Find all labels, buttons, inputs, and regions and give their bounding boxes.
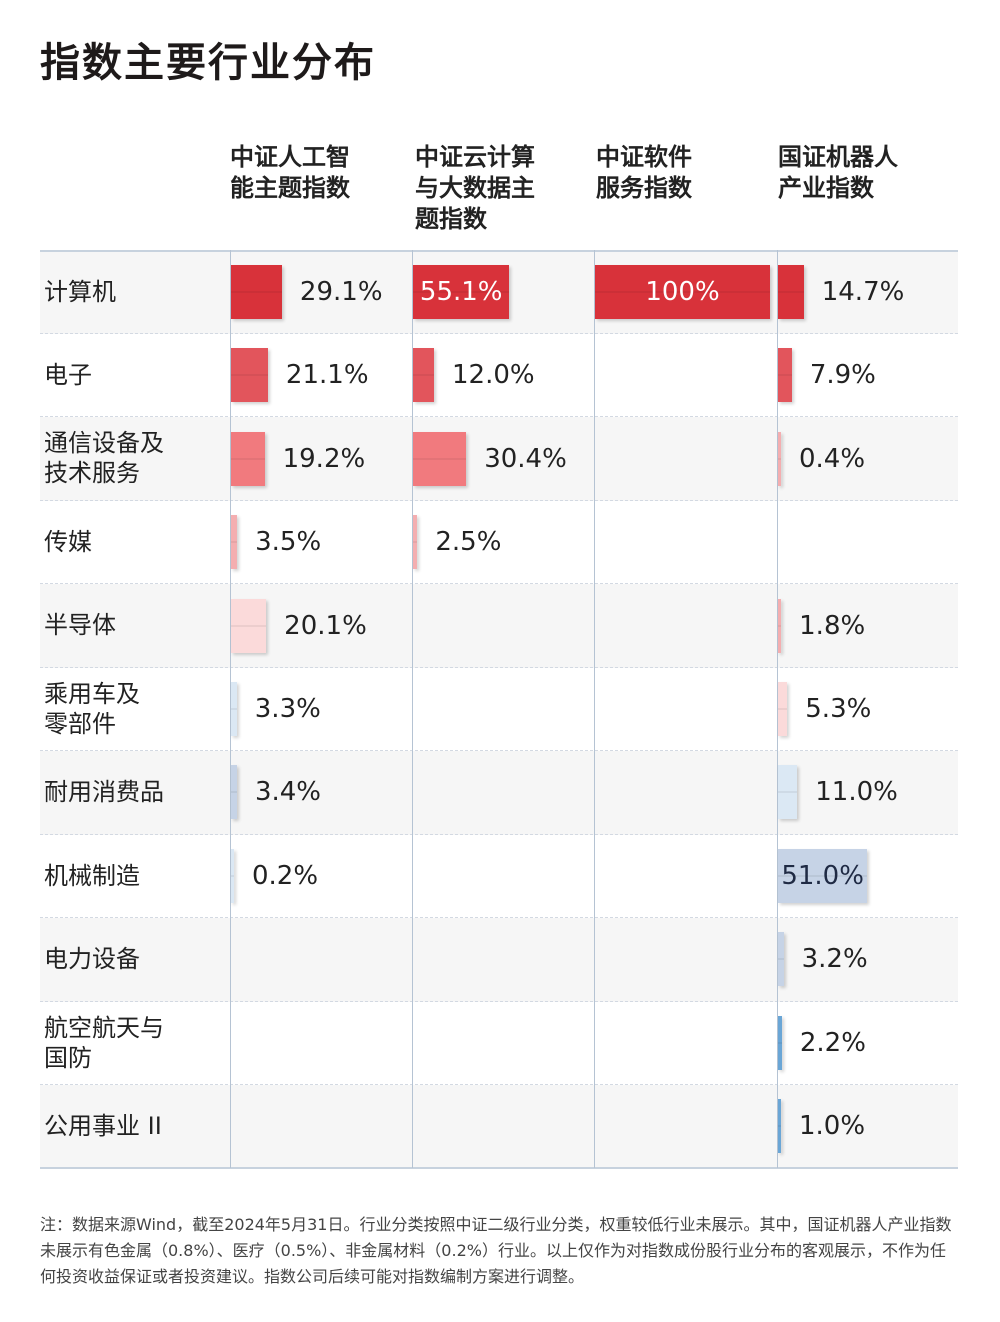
- row-label-line: 国防: [44, 1043, 92, 1072]
- value-label-robot-electronics: 7.9%: [809, 360, 876, 391]
- bar-cloud-computer: [413, 264, 510, 319]
- table-row-power-equipment: 电力设备: [40, 917, 958, 1002]
- bar-ai-electronics: [231, 348, 268, 403]
- bar-cloud-electronics: [413, 348, 434, 403]
- bar-robot-aerospace: [778, 1015, 782, 1070]
- column-header-ai: 中证人工智 能主题指数: [230, 142, 405, 204]
- row-label-line: 电子: [44, 360, 92, 389]
- table-top-rule: [40, 250, 958, 252]
- column-header-line: 题指数: [415, 205, 487, 233]
- column-header-line: 能主题指数: [230, 174, 350, 202]
- value-label-software-computer: 100%: [645, 276, 720, 307]
- footnote: 注：数据来源Wind，截至2024年5月31日。行业分类按照中证二级行业分类，权…: [40, 1215, 952, 1286]
- bar-robot-electronics: [778, 348, 792, 403]
- bar-software-computer: [595, 264, 770, 319]
- row-label-media: 传媒: [44, 527, 224, 557]
- column-divider-robot: [777, 250, 778, 1168]
- bar-robot-power-equipment: [778, 932, 784, 987]
- row-label-line: 机械制造: [44, 861, 140, 890]
- row-label-telecom: 通信设备及 技术服务: [44, 428, 224, 488]
- value-label-robot-utilities: 1.0%: [799, 1111, 866, 1142]
- value-label-robot-auto: 5.3%: [805, 693, 872, 724]
- column-header-line: 服务指数: [596, 174, 692, 202]
- bar-robot-machinery: [778, 848, 868, 903]
- column-divider-ai: [230, 250, 231, 1168]
- bar-robot-utilities: [778, 1099, 781, 1154]
- row-label-line: 乘用车及: [44, 679, 140, 708]
- value-label-ai-semiconductor: 20.1%: [284, 610, 367, 641]
- value-label-robot-machinery: 51.0%: [781, 860, 864, 891]
- bar-ai-consumer-durables: [231, 765, 237, 820]
- bar-ai-auto: [231, 681, 237, 736]
- bar-robot-semiconductor: [778, 598, 782, 653]
- bar-cloud-media: [413, 515, 418, 570]
- value-label-ai-auto: 3.3%: [254, 693, 321, 724]
- row-label-auto: 乘用车及 零部件: [44, 679, 224, 739]
- table-bottom-rule: [40, 1166, 958, 1169]
- bar-robot-telecom: [778, 431, 781, 486]
- row-label-power-equipment: 电力设备: [44, 944, 224, 974]
- row-label-line: 半导体: [44, 611, 116, 640]
- value-label-robot-telecom: 0.4%: [799, 443, 866, 474]
- table-row-consumer-durables: 耐用消费品: [40, 750, 958, 835]
- bar-robot-consumer-durables: [778, 765, 798, 820]
- value-label-ai-telecom: 19.2%: [282, 443, 366, 474]
- bar-ai-telecom: [231, 431, 265, 486]
- value-label-cloud-telecom: 30.4%: [484, 443, 567, 474]
- row-label-line: 通信设备及: [44, 429, 164, 458]
- row-label-utilities: 公用事业 II: [44, 1111, 224, 1141]
- column-header-software: 中证软件 服务指数: [596, 142, 771, 204]
- column-header-line: 与大数据主: [415, 174, 535, 202]
- value-label-ai-electronics: 21.1%: [285, 360, 369, 391]
- value-label-ai-consumer-durables: 3.4%: [254, 777, 321, 808]
- row-label-line: 计算机: [44, 277, 116, 306]
- value-label-ai-machinery: 0.2%: [252, 860, 319, 891]
- bar-ai-computer: [231, 264, 282, 319]
- bar-ai-machinery: [231, 848, 234, 903]
- bar-ai-media: [231, 515, 238, 570]
- row-label-electronics: 电子: [44, 360, 224, 390]
- row-label-computer: 计算机: [44, 277, 224, 307]
- row-label-semiconductor: 半导体: [44, 610, 224, 640]
- value-label-ai-media: 3.5%: [255, 527, 322, 558]
- table-row-semiconductor: 半导体: [40, 583, 958, 668]
- column-header-line: 中证软件: [596, 143, 692, 171]
- column-header-line: 国证机器人: [778, 143, 898, 171]
- row-label-line: 耐用消费品: [44, 778, 164, 807]
- row-label-line: 传媒: [44, 527, 92, 556]
- bar-robot-computer: [778, 264, 804, 319]
- value-label-cloud-electronics: 12.0%: [452, 360, 535, 391]
- row-label-line: 公用事业 II: [44, 1112, 162, 1140]
- value-label-robot-consumer-durables: 11.0%: [815, 777, 898, 808]
- table-row-utilities: 公用事业 II: [40, 1084, 958, 1169]
- row-label-aerospace: 航空航天与 国防: [44, 1013, 224, 1073]
- bar-robot-auto: [778, 681, 788, 736]
- column-divider-cloud: [412, 250, 413, 1168]
- column-header-line: 产业指数: [778, 174, 874, 202]
- page-title: 指数主要行业分布: [40, 40, 376, 86]
- value-label-robot-computer: 14.7%: [821, 276, 905, 307]
- value-label-robot-aerospace: 2.2%: [799, 1027, 866, 1058]
- column-header-robot: 国证机器人 产业指数: [778, 142, 953, 204]
- column-divider-software: [594, 250, 595, 1168]
- bar-ai-semiconductor: [231, 598, 267, 653]
- bar-cloud-telecom: [413, 431, 467, 486]
- table-row-telecom: 通信设备及 技术服务: [40, 416, 958, 501]
- value-label-cloud-computer: 55.1%: [419, 276, 503, 307]
- column-header-cloud: 中证云计算 与大数据主 题指数: [415, 142, 590, 235]
- row-label-line: 电力设备: [44, 945, 140, 974]
- row-label-line: 航空航天与: [44, 1013, 164, 1042]
- column-header-line: 中证云计算: [415, 143, 535, 171]
- row-label-machinery: 机械制造: [44, 861, 224, 891]
- row-label-line: 技术服务: [44, 459, 140, 488]
- value-label-robot-power-equipment: 3.2%: [801, 944, 868, 975]
- row-label-line: 零部件: [44, 709, 116, 738]
- value-label-robot-semiconductor: 1.8%: [799, 610, 866, 641]
- value-label-ai-computer: 29.1%: [299, 276, 383, 307]
- industry-distribution-table: 计算机电子通信设备及 技术服务传媒半导体乘用车及 零部件耐用消费品机械制造电力设备航…: [40, 250, 958, 1169]
- row-label-consumer-durables: 耐用消费品: [44, 777, 224, 807]
- value-label-cloud-media: 2.5%: [435, 527, 502, 558]
- column-header-line: 中证人工智: [230, 143, 350, 171]
